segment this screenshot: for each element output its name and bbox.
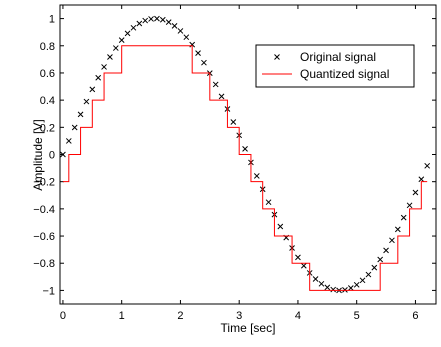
y-tick-label: −0.8 [33, 258, 55, 270]
quantized-signal-line [62, 45, 428, 291]
original-signal-point [148, 16, 154, 22]
original-signal-point [142, 17, 149, 24]
original-signal-point [265, 199, 272, 206]
original-signal-point [277, 223, 284, 230]
x-tick-label: 6 [412, 310, 418, 322]
x-tick-label: 2 [177, 310, 183, 322]
original-signal-point [124, 30, 131, 37]
x-tick-label: 0 [60, 310, 66, 322]
original-signal-point [324, 284, 331, 291]
y-tick-label: 1 [49, 14, 55, 26]
original-signal-point [342, 287, 348, 293]
original-signal-point [253, 173, 260, 179]
original-signal-point [318, 280, 325, 287]
original-signal-point [171, 23, 178, 29]
original-signal-point [212, 81, 219, 88]
original-signal-point [201, 59, 207, 66]
original-signal-point [89, 86, 96, 93]
original-signal-point [394, 226, 401, 233]
original-signal-point [195, 50, 201, 57]
x-tick-label: 5 [354, 310, 360, 322]
original-signal-point [359, 277, 366, 284]
legend-entry: Original signal [300, 50, 376, 64]
original-signal-point [347, 285, 354, 291]
original-signal-point [177, 28, 184, 34]
legend-marker-sample [274, 54, 280, 60]
original-signal-point [118, 37, 125, 43]
original-signal-point [424, 162, 431, 169]
original-signal-point [300, 262, 307, 269]
original-signal-point [242, 145, 248, 152]
original-signal-point [77, 111, 84, 118]
original-signal-point [406, 202, 413, 209]
y-tick-label: −1 [42, 285, 55, 297]
original-signal-point [83, 98, 90, 105]
y-tick-label: 0.6 [40, 68, 55, 80]
original-signal-point [183, 34, 190, 41]
original-signal-point [400, 214, 407, 221]
original-signal-point [159, 16, 166, 23]
original-signal-point [383, 247, 389, 254]
y-tick-label: 0 [49, 150, 55, 162]
original-signal-point [412, 189, 419, 196]
original-signal-point [165, 19, 172, 26]
x-tick-label: 1 [119, 310, 125, 322]
original-signal-point [418, 176, 425, 183]
original-signal-point [95, 74, 102, 81]
original-signal-point [330, 286, 337, 293]
original-signal-point [71, 124, 78, 131]
original-signal-point [107, 54, 113, 60]
original-signal-point [154, 15, 160, 22]
legend: Original signal Quantized signal [255, 44, 415, 88]
original-signal-point [60, 151, 66, 158]
original-signal-point [312, 276, 319, 282]
original-signal-point [389, 237, 395, 244]
original-signal-point [365, 271, 372, 278]
original-signal-point [377, 256, 384, 263]
original-signal-point [295, 254, 301, 261]
original-signal-point [130, 24, 137, 31]
y-tick-label: 0.2 [40, 122, 55, 134]
y-axis-label: Amplitude [V] [31, 119, 45, 190]
original-signal-point [136, 20, 143, 27]
original-signal-point [371, 264, 378, 271]
original-signal-point [101, 64, 107, 70]
y-tick-label: −0.6 [33, 231, 55, 243]
x-tick-label: 4 [295, 310, 301, 322]
x-tick-label: 3 [236, 310, 242, 322]
legend-entry: Quantized signal [300, 67, 389, 81]
y-tick-label: −0.2 [33, 177, 55, 189]
original-signal-point [112, 45, 119, 51]
original-signal-point [230, 119, 237, 125]
original-signal-point [353, 281, 360, 288]
x-axis-label: Time [sec] [221, 321, 276, 335]
legend-box [255, 44, 415, 88]
original-signal-point [65, 138, 72, 144]
original-signal-point [189, 41, 196, 48]
y-tick-label: −0.4 [33, 204, 55, 216]
y-tick-label: 0.4 [40, 95, 55, 107]
original-signal-point [218, 93, 225, 100]
y-tick-label: 0.8 [40, 41, 55, 53]
